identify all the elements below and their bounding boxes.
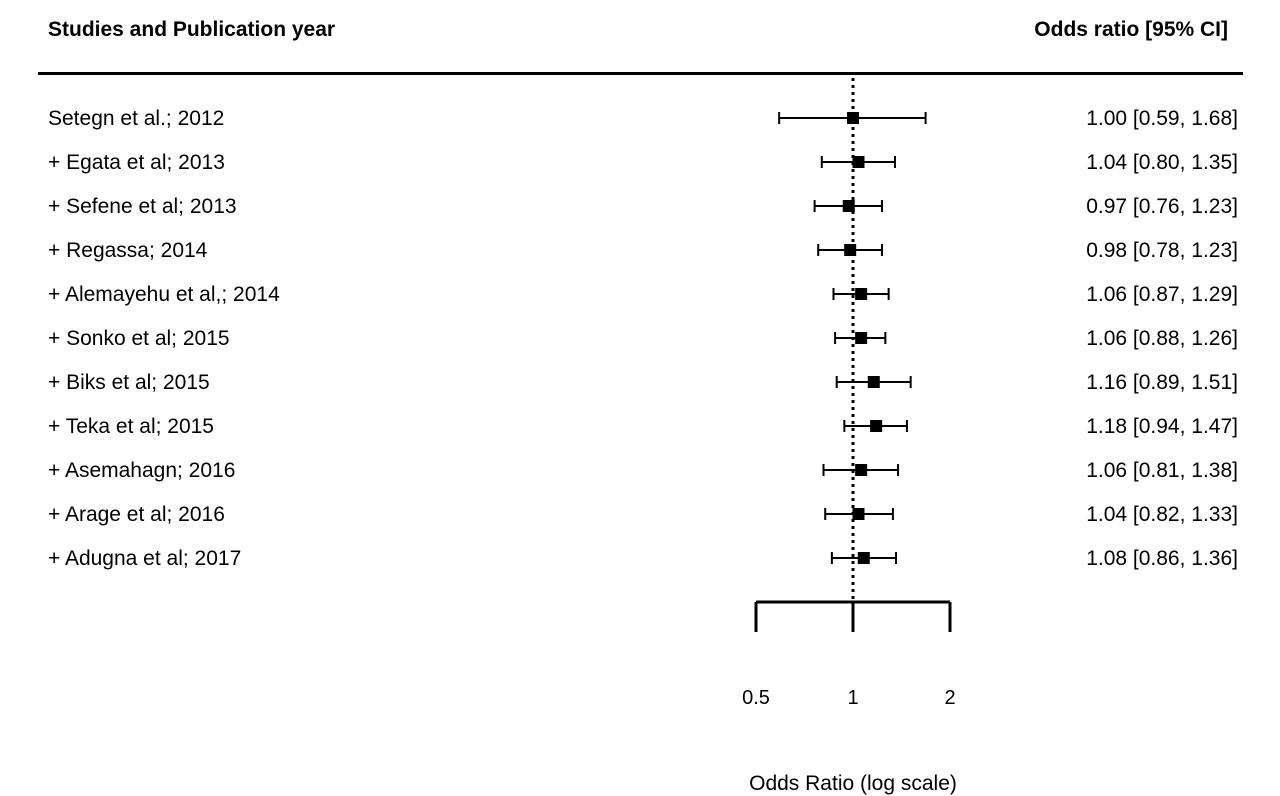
- ci-text: 1.06 [0.81, 1.38]: [1086, 459, 1238, 482]
- ci-text: 0.98 [0.78, 1.23]: [1086, 239, 1238, 262]
- point-estimate: [844, 244, 857, 256]
- study-label: + Adugna et al; 2017: [48, 547, 241, 570]
- point-estimate: [855, 288, 868, 300]
- point-estimate: [852, 508, 865, 520]
- study-label: + Alemayehu et al,; 2014: [48, 283, 280, 306]
- ci-text: 1.08 [0.86, 1.36]: [1086, 547, 1238, 570]
- ci-text: 0.97 [0.76, 1.23]: [1086, 195, 1238, 218]
- header-right-title: Odds ratio [95% CI]: [1034, 18, 1228, 41]
- x-axis: 0.5 1 2: [742, 600, 956, 709]
- point-estimate: [855, 464, 868, 476]
- study-label: + Sefene et al; 2013: [48, 195, 237, 218]
- ci-text: 1.18 [0.94, 1.47]: [1086, 415, 1238, 438]
- x-tick-label: 0.5: [742, 687, 770, 709]
- ci-labels: 1.00 [0.59, 1.68] 1.04 [0.80, 1.35] 0.97 […: [1086, 107, 1238, 570]
- header-divider: [38, 72, 1243, 75]
- point-estimate: [847, 112, 859, 124]
- ci-text: 1.06 [0.87, 1.29]: [1086, 283, 1238, 306]
- study-label: + Arage et al; 2016: [48, 503, 225, 526]
- point-estimate: [855, 332, 868, 344]
- point-estimate: [870, 420, 883, 432]
- point-estimate: [842, 200, 855, 212]
- study-label: + Teka et al; 2015: [48, 415, 214, 438]
- x-tick-label: 2: [944, 687, 955, 709]
- ci-text: 1.04 [0.82, 1.33]: [1086, 503, 1238, 526]
- study-label: + Asemahagn; 2016: [48, 459, 235, 482]
- header-left-title: Studies and Publication year: [48, 18, 336, 41]
- ci-text: 1.06 [0.88, 1.26]: [1086, 327, 1238, 350]
- point-estimate: [852, 156, 865, 168]
- study-label: + Regassa; 2014: [48, 239, 208, 262]
- study-label: + Sonko et al; 2015: [48, 327, 230, 350]
- study-label: + Biks et al; 2015: [48, 371, 210, 394]
- study-label: Setegn et al.; 2012: [48, 107, 224, 130]
- x-tick-label: 1: [847, 687, 858, 709]
- ci-text: 1.00 [0.59, 1.68]: [1086, 107, 1238, 130]
- ci-text: 1.16 [0.89, 1.51]: [1086, 371, 1238, 394]
- point-estimate: [857, 552, 870, 564]
- study-labels: Setegn et al.; 2012 + Egata et al; 2013 + …: [48, 107, 280, 570]
- x-axis-title: Odds Ratio (log scale): [749, 772, 957, 795]
- study-marks: [778, 112, 927, 564]
- point-estimate: [867, 376, 880, 388]
- ci-text: 1.04 [0.80, 1.35]: [1086, 151, 1238, 174]
- study-label: + Egata et al; 2013: [48, 151, 225, 174]
